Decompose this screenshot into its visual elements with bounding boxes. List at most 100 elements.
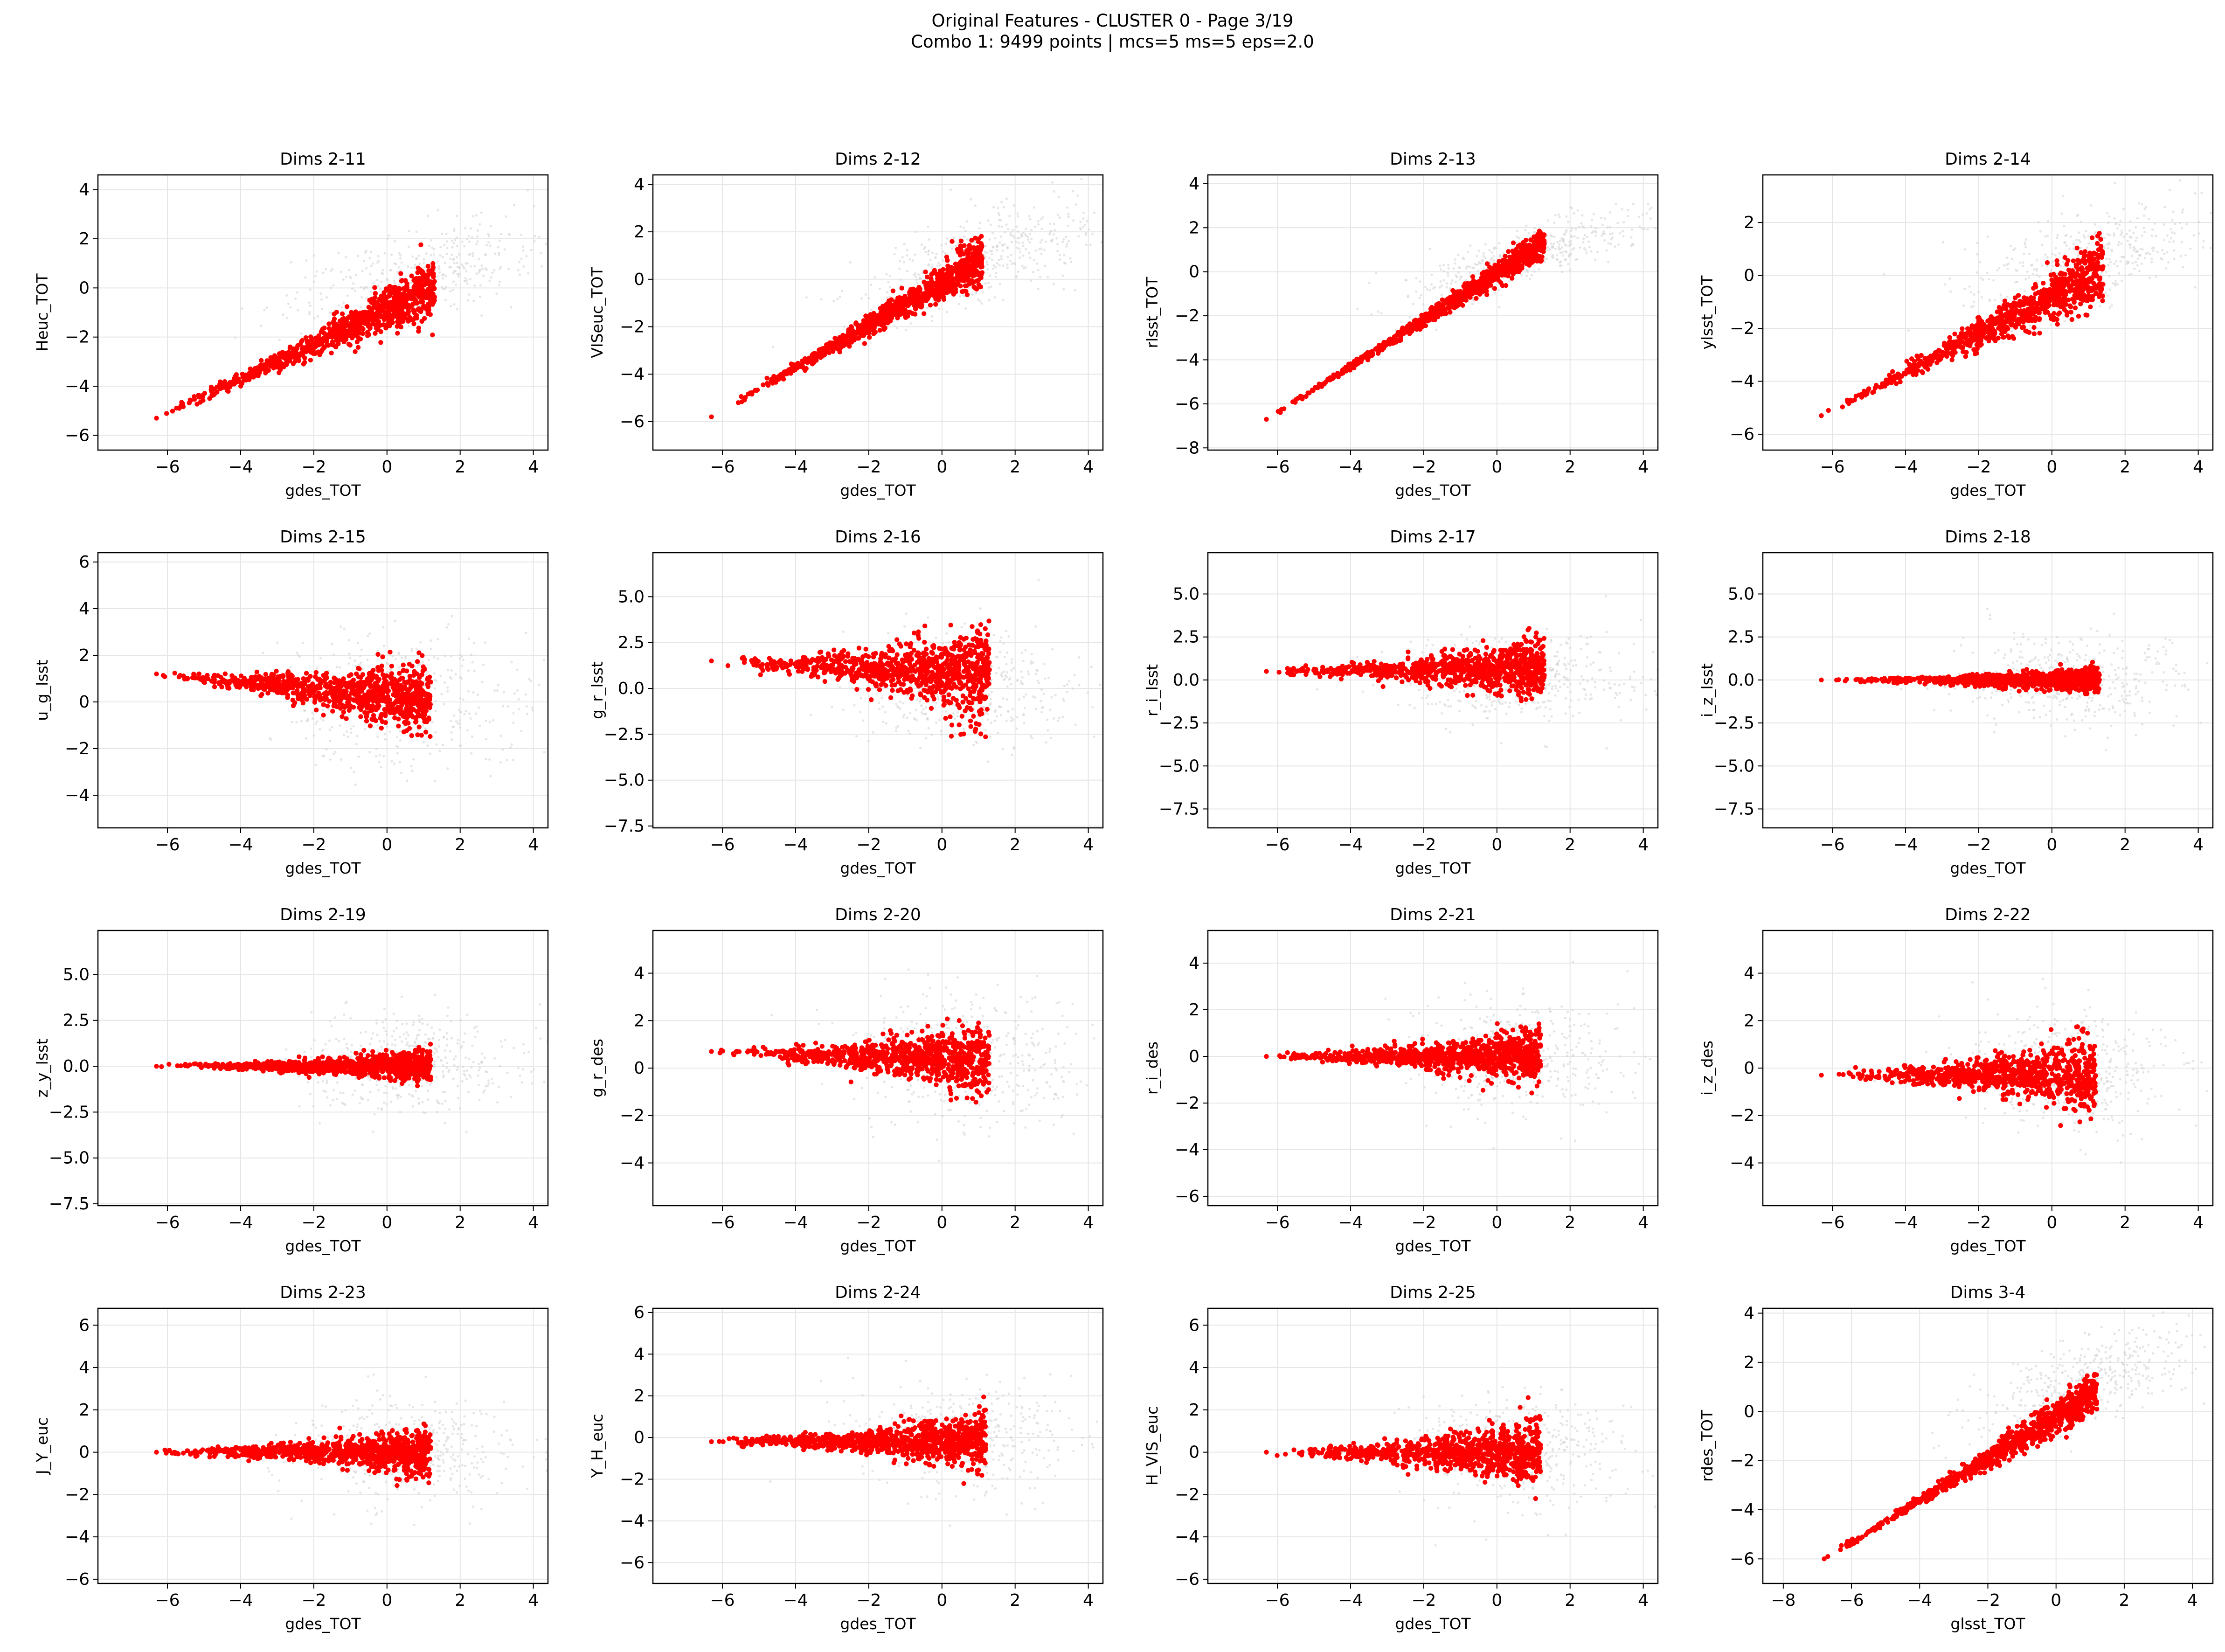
background-point <box>870 308 873 312</box>
background-point <box>2073 247 2075 250</box>
background-point <box>1454 262 1456 265</box>
y-tick-label: −4 <box>620 365 645 384</box>
background-point <box>347 269 351 271</box>
background-point <box>493 269 496 272</box>
background-point <box>1609 232 1612 236</box>
cluster-point <box>338 323 343 328</box>
background-point <box>984 250 987 253</box>
background-point <box>2056 236 2059 239</box>
background-point <box>450 266 453 269</box>
cluster-point <box>811 360 817 365</box>
background-point <box>1057 195 1061 198</box>
cluster-point <box>735 400 741 405</box>
background-point <box>2028 252 2031 255</box>
cluster-point <box>847 344 852 349</box>
background-point <box>867 297 870 299</box>
background-point <box>995 245 998 248</box>
background-point <box>1585 249 1587 252</box>
background-point <box>987 282 990 285</box>
background-point <box>1079 220 1082 223</box>
background-point <box>992 267 995 270</box>
background-point <box>449 290 452 293</box>
background-point <box>1581 214 1584 217</box>
cluster-point <box>859 332 864 337</box>
background-point <box>1053 190 1056 193</box>
cluster-point <box>822 348 828 354</box>
background-point <box>2051 260 2054 263</box>
cluster-point <box>388 288 394 293</box>
cluster-point <box>850 327 855 333</box>
background-point <box>1005 197 1008 200</box>
cluster-point <box>370 321 375 326</box>
cluster-point <box>1465 288 1471 294</box>
cluster-point <box>979 244 984 250</box>
cluster-points <box>1264 229 1547 422</box>
background-point <box>1062 288 1065 291</box>
background-point <box>466 282 469 285</box>
cluster-point <box>963 275 968 280</box>
background-point <box>986 268 989 271</box>
background-point <box>1538 268 1540 271</box>
background-point <box>905 329 908 332</box>
cluster-point <box>399 310 404 315</box>
cluster-point <box>387 323 392 329</box>
cluster-point <box>332 312 337 317</box>
background-point <box>937 261 940 264</box>
background-point <box>903 243 906 245</box>
background-point <box>499 265 502 269</box>
background-point <box>1048 233 1051 236</box>
background-point <box>2132 249 2135 252</box>
background-point <box>1616 222 1619 224</box>
cluster-point <box>207 396 212 401</box>
cluster-point <box>1947 335 1952 340</box>
cluster-point <box>1474 296 1479 301</box>
cluster-point <box>1391 340 1396 346</box>
background-point <box>241 307 243 310</box>
cluster-point <box>327 334 333 340</box>
background-point <box>349 275 352 278</box>
cluster-point <box>921 295 926 300</box>
background-point <box>484 267 487 270</box>
cluster-point <box>212 387 217 392</box>
background-point <box>968 287 971 290</box>
background-point <box>430 254 433 257</box>
background-point <box>943 252 946 255</box>
background-point <box>1062 238 1065 241</box>
background-point <box>1570 235 1573 238</box>
x-axis-label: gdes_TOT <box>840 481 916 500</box>
background-point <box>1370 313 1373 316</box>
background-point <box>441 256 444 258</box>
background-point <box>1016 212 1019 215</box>
background-point <box>362 260 366 263</box>
cluster-point <box>1510 276 1515 281</box>
background-point <box>1590 231 1593 235</box>
x-axis-label: gdes_TOT <box>1395 481 1471 500</box>
background-point <box>453 229 456 233</box>
cluster-point <box>331 343 337 348</box>
background-point <box>986 263 989 266</box>
background-point <box>463 267 466 270</box>
y-tick-label: −4 <box>65 377 90 396</box>
background-point <box>2031 272 2035 275</box>
background-point <box>2024 245 2027 249</box>
cluster-point <box>2082 253 2087 258</box>
background-point <box>957 303 960 305</box>
cluster-point <box>1537 234 1542 240</box>
background-point <box>296 291 298 294</box>
background-point <box>2104 292 2107 294</box>
background-point <box>1056 250 1059 253</box>
cluster-point <box>958 248 964 254</box>
cluster-point <box>902 297 908 302</box>
cluster-point <box>866 335 872 340</box>
background-point <box>978 299 981 302</box>
background-point <box>2085 230 2087 233</box>
cluster-point <box>977 272 983 277</box>
cluster-point <box>830 349 836 354</box>
background-point <box>2065 244 2068 247</box>
background-point <box>437 209 439 212</box>
background-point <box>1405 279 1408 282</box>
cluster-point <box>392 285 397 290</box>
background-point <box>2063 320 2066 323</box>
cluster-point <box>951 292 956 297</box>
background-point <box>2072 243 2075 245</box>
